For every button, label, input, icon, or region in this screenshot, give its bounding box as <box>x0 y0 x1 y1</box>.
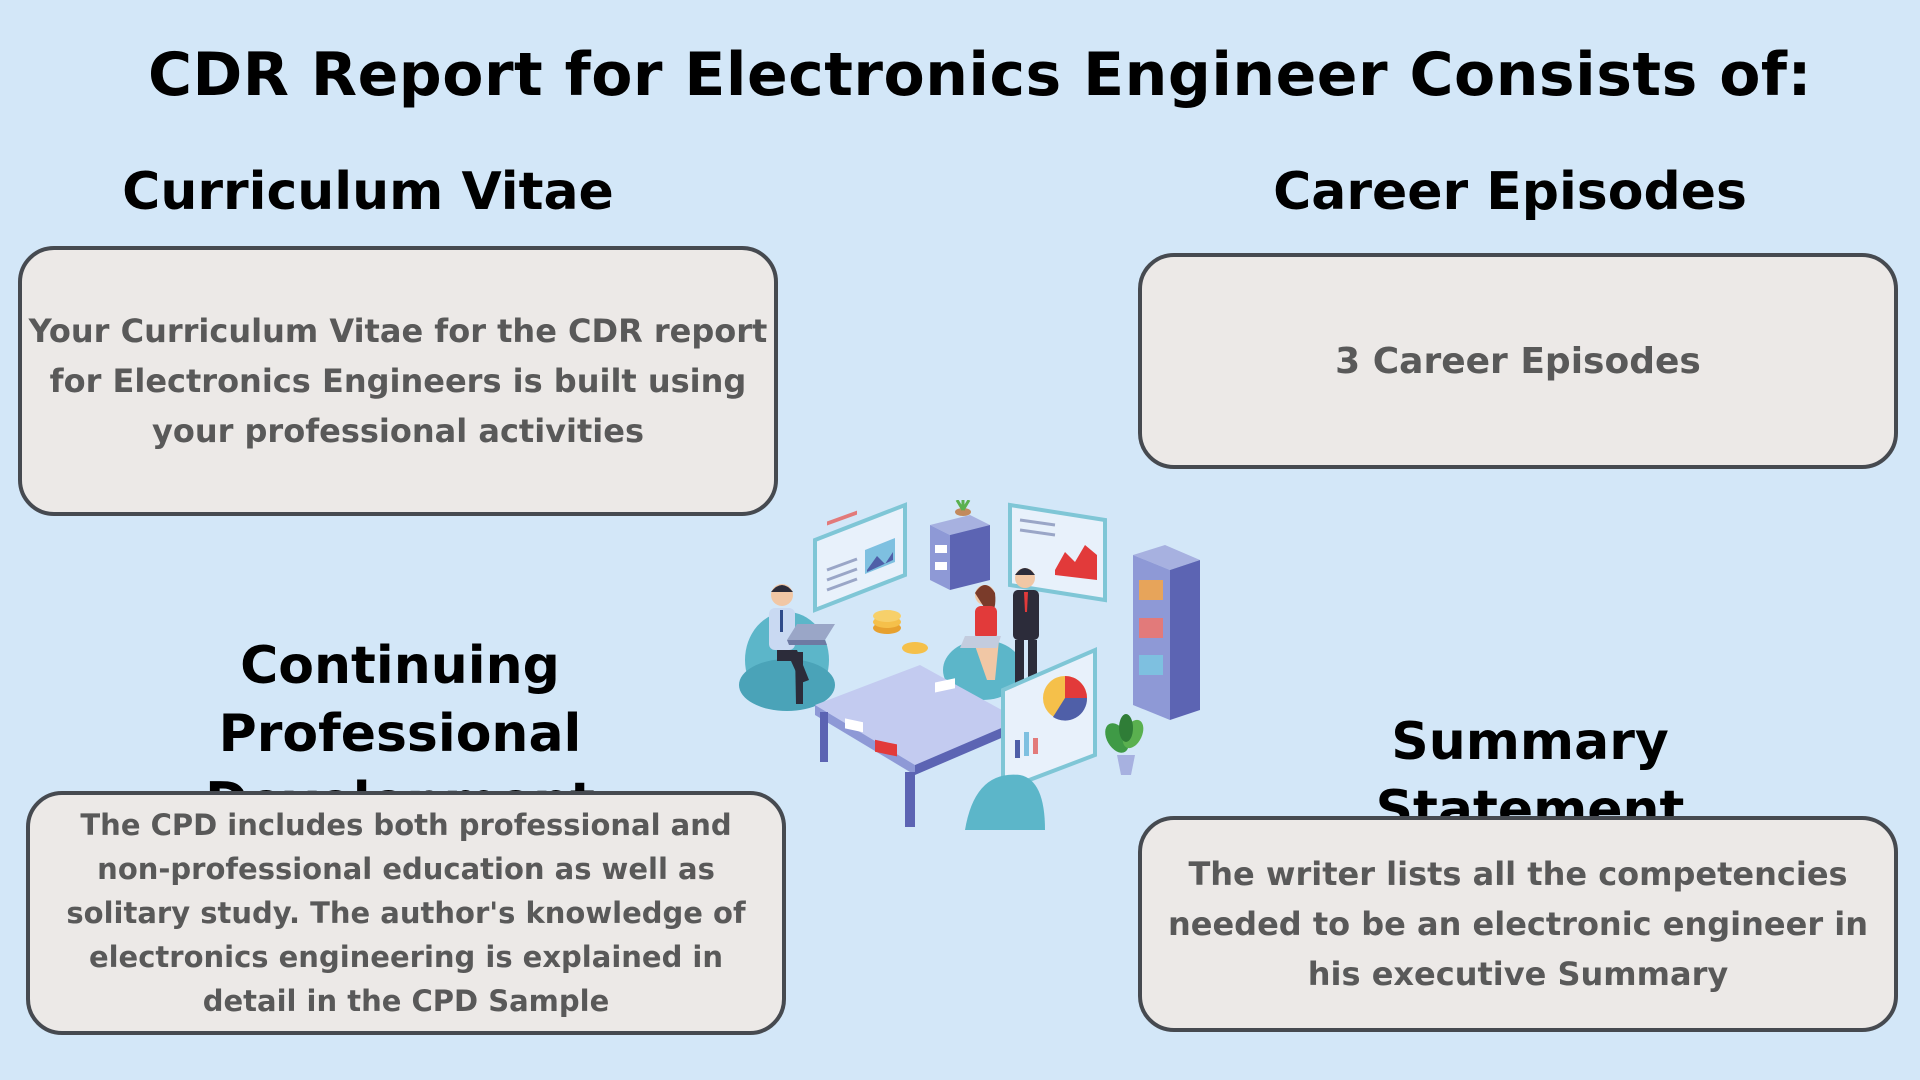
coins-icon <box>873 610 928 654</box>
career-episodes-text: 3 Career Episodes <box>1335 340 1701 382</box>
potted-plant-icon <box>1105 714 1144 775</box>
floating-chart-panel-icon <box>813 502 907 613</box>
floating-pie-chart-icon <box>1001 646 1097 793</box>
curriculum-vitae-heading: Curriculum Vitae <box>122 162 614 222</box>
summary-statement-text: The writer lists all the competencies ne… <box>1167 855 1868 993</box>
page-title: CDR Report for Electronics Engineer Cons… <box>147 40 1813 110</box>
summary-statement-box: The writer lists all the competencies ne… <box>1138 816 1898 1032</box>
filing-cabinet-icon <box>930 500 990 590</box>
curriculum-vitae-box: Your Curriculum Vitae for the CDR report… <box>18 246 778 516</box>
bookshelf-icon <box>1133 545 1200 720</box>
career-episodes-box: 3 Career Episodes <box>1138 253 1898 469</box>
woman-with-laptop-icon <box>960 585 1001 680</box>
beanbag-chair-center-icon <box>943 640 1023 700</box>
desk-icon <box>815 665 1020 827</box>
office-team-illustration <box>739 500 1200 830</box>
man-standing-icon <box>1013 568 1039 690</box>
cpd-text: The CPD includes both professional and n… <box>66 808 746 1018</box>
curriculum-vitae-text: Your Curriculum Vitae for the CDR report… <box>28 312 768 450</box>
cpd-box: The CPD includes both professional and n… <box>26 791 786 1035</box>
career-episodes-heading: Career Episodes <box>1273 162 1747 222</box>
beanbag-chair-bottom-icon <box>965 774 1045 830</box>
man-with-laptop-icon <box>769 584 835 704</box>
